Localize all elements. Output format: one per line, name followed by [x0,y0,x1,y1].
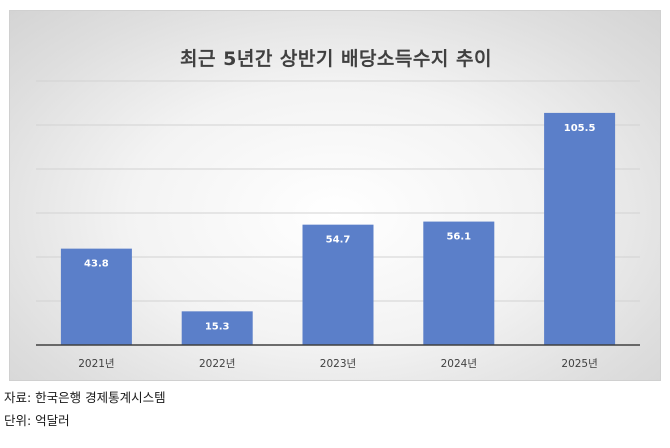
bar [181,311,253,345]
unit-note: 단위: 억달러 [4,413,70,428]
data-label: 43.8 [84,259,109,270]
bar-chart: 43.8 15.3 54.7 56.1 105.5 2021년 2022년 2023년 202… [36,80,640,370]
chart-title: 최근 5년간 상반기 배당소득수지 추이 [180,48,492,70]
chart-panel: 최근 5년간 상반기 배당소득수지 추이 43.8 15.3 54.7 56.1 105… [9,10,661,381]
data-label: 54.7 [326,235,351,246]
data-label: 56.1 [446,232,471,243]
bar [544,112,616,346]
x-tick-label: 2021년 [78,358,114,370]
x-tick-label: 2025년 [561,358,597,370]
data-label: 15.3 [205,321,230,332]
data-label: 105.5 [564,123,596,134]
x-tick-label: 2023년 [320,358,356,370]
x-tick-label: 2024년 [441,358,477,370]
source-note: 자료: 한국은행 경제통계시스템 [4,390,166,405]
bar [60,248,132,345]
x-tick-label: 2022년 [199,358,235,370]
bar [423,221,495,345]
bar [302,224,374,345]
